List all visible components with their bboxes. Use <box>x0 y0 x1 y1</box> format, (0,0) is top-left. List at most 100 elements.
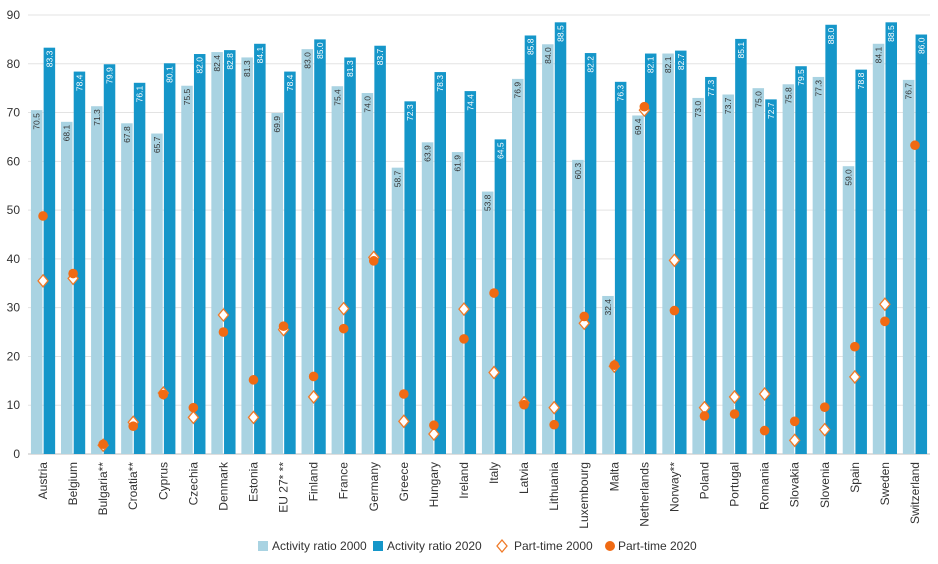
bar-activity-2000-luxembourg <box>572 159 584 454</box>
data-label-activity-2020-france: 81.3 <box>345 60 355 77</box>
category-label-france: France <box>337 462 351 500</box>
bar-activity-2000-spain <box>842 166 855 454</box>
marker-part-time-2020-poland <box>699 411 710 421</box>
marker-part-time-2020-sweden <box>880 316 890 327</box>
data-label-activity-2020-lithuania: 88.5 <box>556 25 566 42</box>
bar-activity-2020-poland <box>705 76 717 454</box>
y-tick-label-30: 30 <box>7 301 21 315</box>
marker-part-time-2020-netherlands <box>639 101 650 112</box>
marker-part-time-2020-czechia <box>188 402 199 413</box>
category-label-austria: Austria <box>36 462 50 500</box>
data-label-activity-2020-cyprus: 80.1 <box>165 66 175 83</box>
bar-activity-2020-bulgaria <box>103 64 116 454</box>
marker-part-time-2020-bulgaria <box>98 439 108 450</box>
category-label-spain: Spain <box>848 462 862 493</box>
data-label-activity-2000-latvia: 76.9 <box>513 82 523 99</box>
category-label-slovakia: Slovakia <box>788 462 802 508</box>
data-label-activity-2000-malta: 32.4 <box>603 299 613 316</box>
data-label-activity-2000-romania: 75.0 <box>753 91 763 108</box>
marker-part-time-2000-slovenia <box>818 422 831 437</box>
marker-part-time-2000-czechia <box>187 410 200 425</box>
y-tick-label-40: 40 <box>7 252 21 266</box>
bar-activity-2020-eu-27 <box>284 71 296 455</box>
data-label-activity-2000-netherlands: 69.4 <box>633 118 643 135</box>
marker-part-time-2020-romania <box>759 425 770 436</box>
bar-activity-2020-belgium <box>73 71 86 455</box>
data-label-activity-2020-poland: 77.3 <box>706 80 716 97</box>
marker-part-time-2020-france <box>338 323 349 334</box>
bar-activity-2000-finland <box>301 49 314 455</box>
data-label-activity-2000-slovakia: 75.8 <box>783 87 793 104</box>
bar-activity-2000-latvia <box>512 78 524 454</box>
marker-part-time-2020-ireland <box>459 334 469 344</box>
bar-activity-2020-romania <box>765 99 777 454</box>
bar-activity-2020-italy <box>494 139 507 454</box>
legend-label-part-time-2020: Part-time 2020 <box>618 539 697 553</box>
marker-part-time-2020-hungary <box>429 420 439 431</box>
bar-activity-2000-czechia <box>181 85 193 454</box>
category-label-greece: Greece <box>397 462 411 502</box>
category-label-czechia: Czechia <box>186 462 200 506</box>
category-label-switzerland: Switzerland <box>908 462 922 524</box>
marker-part-time-2020-denmark <box>218 327 229 337</box>
marker-part-time-2020-malta <box>609 360 620 371</box>
bar-activity-2000-switzerland <box>902 79 915 454</box>
bar-activity-2020-austria <box>43 47 56 454</box>
category-label-denmark: Denmark <box>216 461 230 511</box>
category-label-italy: Italy <box>487 462 501 484</box>
marker-part-time-2020-germany <box>368 256 379 266</box>
data-label-activity-2020-norway: 82.7 <box>676 53 686 70</box>
data-label-activity-2000-lithuania: 84.0 <box>543 47 553 64</box>
legend-swatch-activity-2020 <box>373 541 383 551</box>
data-label-activity-2000-croatia: 67.8 <box>122 126 132 143</box>
bar-activity-2000-greece <box>391 167 404 454</box>
bar-activity-2000-denmark <box>211 52 223 455</box>
bar-activity-2000-austria <box>30 110 43 454</box>
data-label-activity-2000-bulgaria: 71.3 <box>92 109 102 126</box>
data-label-activity-2000-poland: 73.0 <box>693 101 703 118</box>
data-label-activity-2000-sweden: 84.1 <box>874 47 884 64</box>
bar-activity-2000-italy <box>481 191 494 454</box>
data-label-activity-2000-slovenia: 77.3 <box>813 80 823 97</box>
y-tick-label-60: 60 <box>7 154 21 168</box>
y-tick-label-50: 50 <box>7 203 21 217</box>
marker-part-time-2000-romania <box>758 386 771 402</box>
legend-swatch-activity-2000 <box>258 541 268 551</box>
bar-activity-2020-slovakia <box>795 66 807 454</box>
marker-part-time-2020-finland <box>308 371 319 382</box>
data-label-activity-2020-estonia: 84.1 <box>255 47 265 64</box>
marker-part-time-2020-slovenia <box>819 402 830 412</box>
bar-activity-2000-netherlands <box>632 115 644 454</box>
data-label-activity-2020-netherlands: 82.1 <box>646 56 656 73</box>
marker-part-time-2020-eu-27 <box>278 321 289 332</box>
category-label-sweden: Sweden <box>878 462 892 505</box>
y-tick-label-0: 0 <box>13 447 20 461</box>
bar-activity-2000-hungary <box>421 142 434 454</box>
y-tick-label-10: 10 <box>7 398 21 412</box>
marker-part-time-2000-lithuania <box>548 400 561 415</box>
data-label-activity-2020-greece: 72.3 <box>405 104 415 121</box>
category-label-finland: Finland <box>307 462 321 501</box>
data-label-activity-2020-denmark: 82.8 <box>225 53 235 70</box>
category-label-slovenia: Slovenia <box>818 462 832 508</box>
y-tick-label-20: 20 <box>7 349 21 363</box>
bar-activity-2000-sweden <box>872 43 885 454</box>
category-label-belgium: Belgium <box>66 462 80 505</box>
data-label-activity-2000-luxembourg: 60.3 <box>573 163 583 180</box>
marker-part-time-2020-luxembourg <box>579 311 590 322</box>
marker-part-time-2020-lithuania <box>549 419 559 430</box>
bar-activity-2020-cyprus <box>163 63 176 454</box>
data-label-activity-2020-switzerland: 86.0 <box>916 37 926 54</box>
bar-activity-2020-croatia <box>133 82 146 454</box>
data-label-activity-2000-switzerland: 76.7 <box>904 83 914 100</box>
x-axis-category-labels: Austria Belgium Bulgaria** Croatia** Cyprus C… <box>36 461 922 529</box>
category-label-malta: Malta <box>607 462 621 492</box>
marker-part-time-2000-finland <box>307 389 320 404</box>
category-label-latvia: Latvia <box>517 462 531 494</box>
bar-activity-2000-lithuania <box>542 44 554 455</box>
category-label-poland: Poland <box>698 462 712 499</box>
marker-part-time-2000-greece <box>397 414 410 429</box>
bar-activity-2020-germany <box>374 45 386 454</box>
marker-part-time-2020-slovakia <box>789 416 800 427</box>
